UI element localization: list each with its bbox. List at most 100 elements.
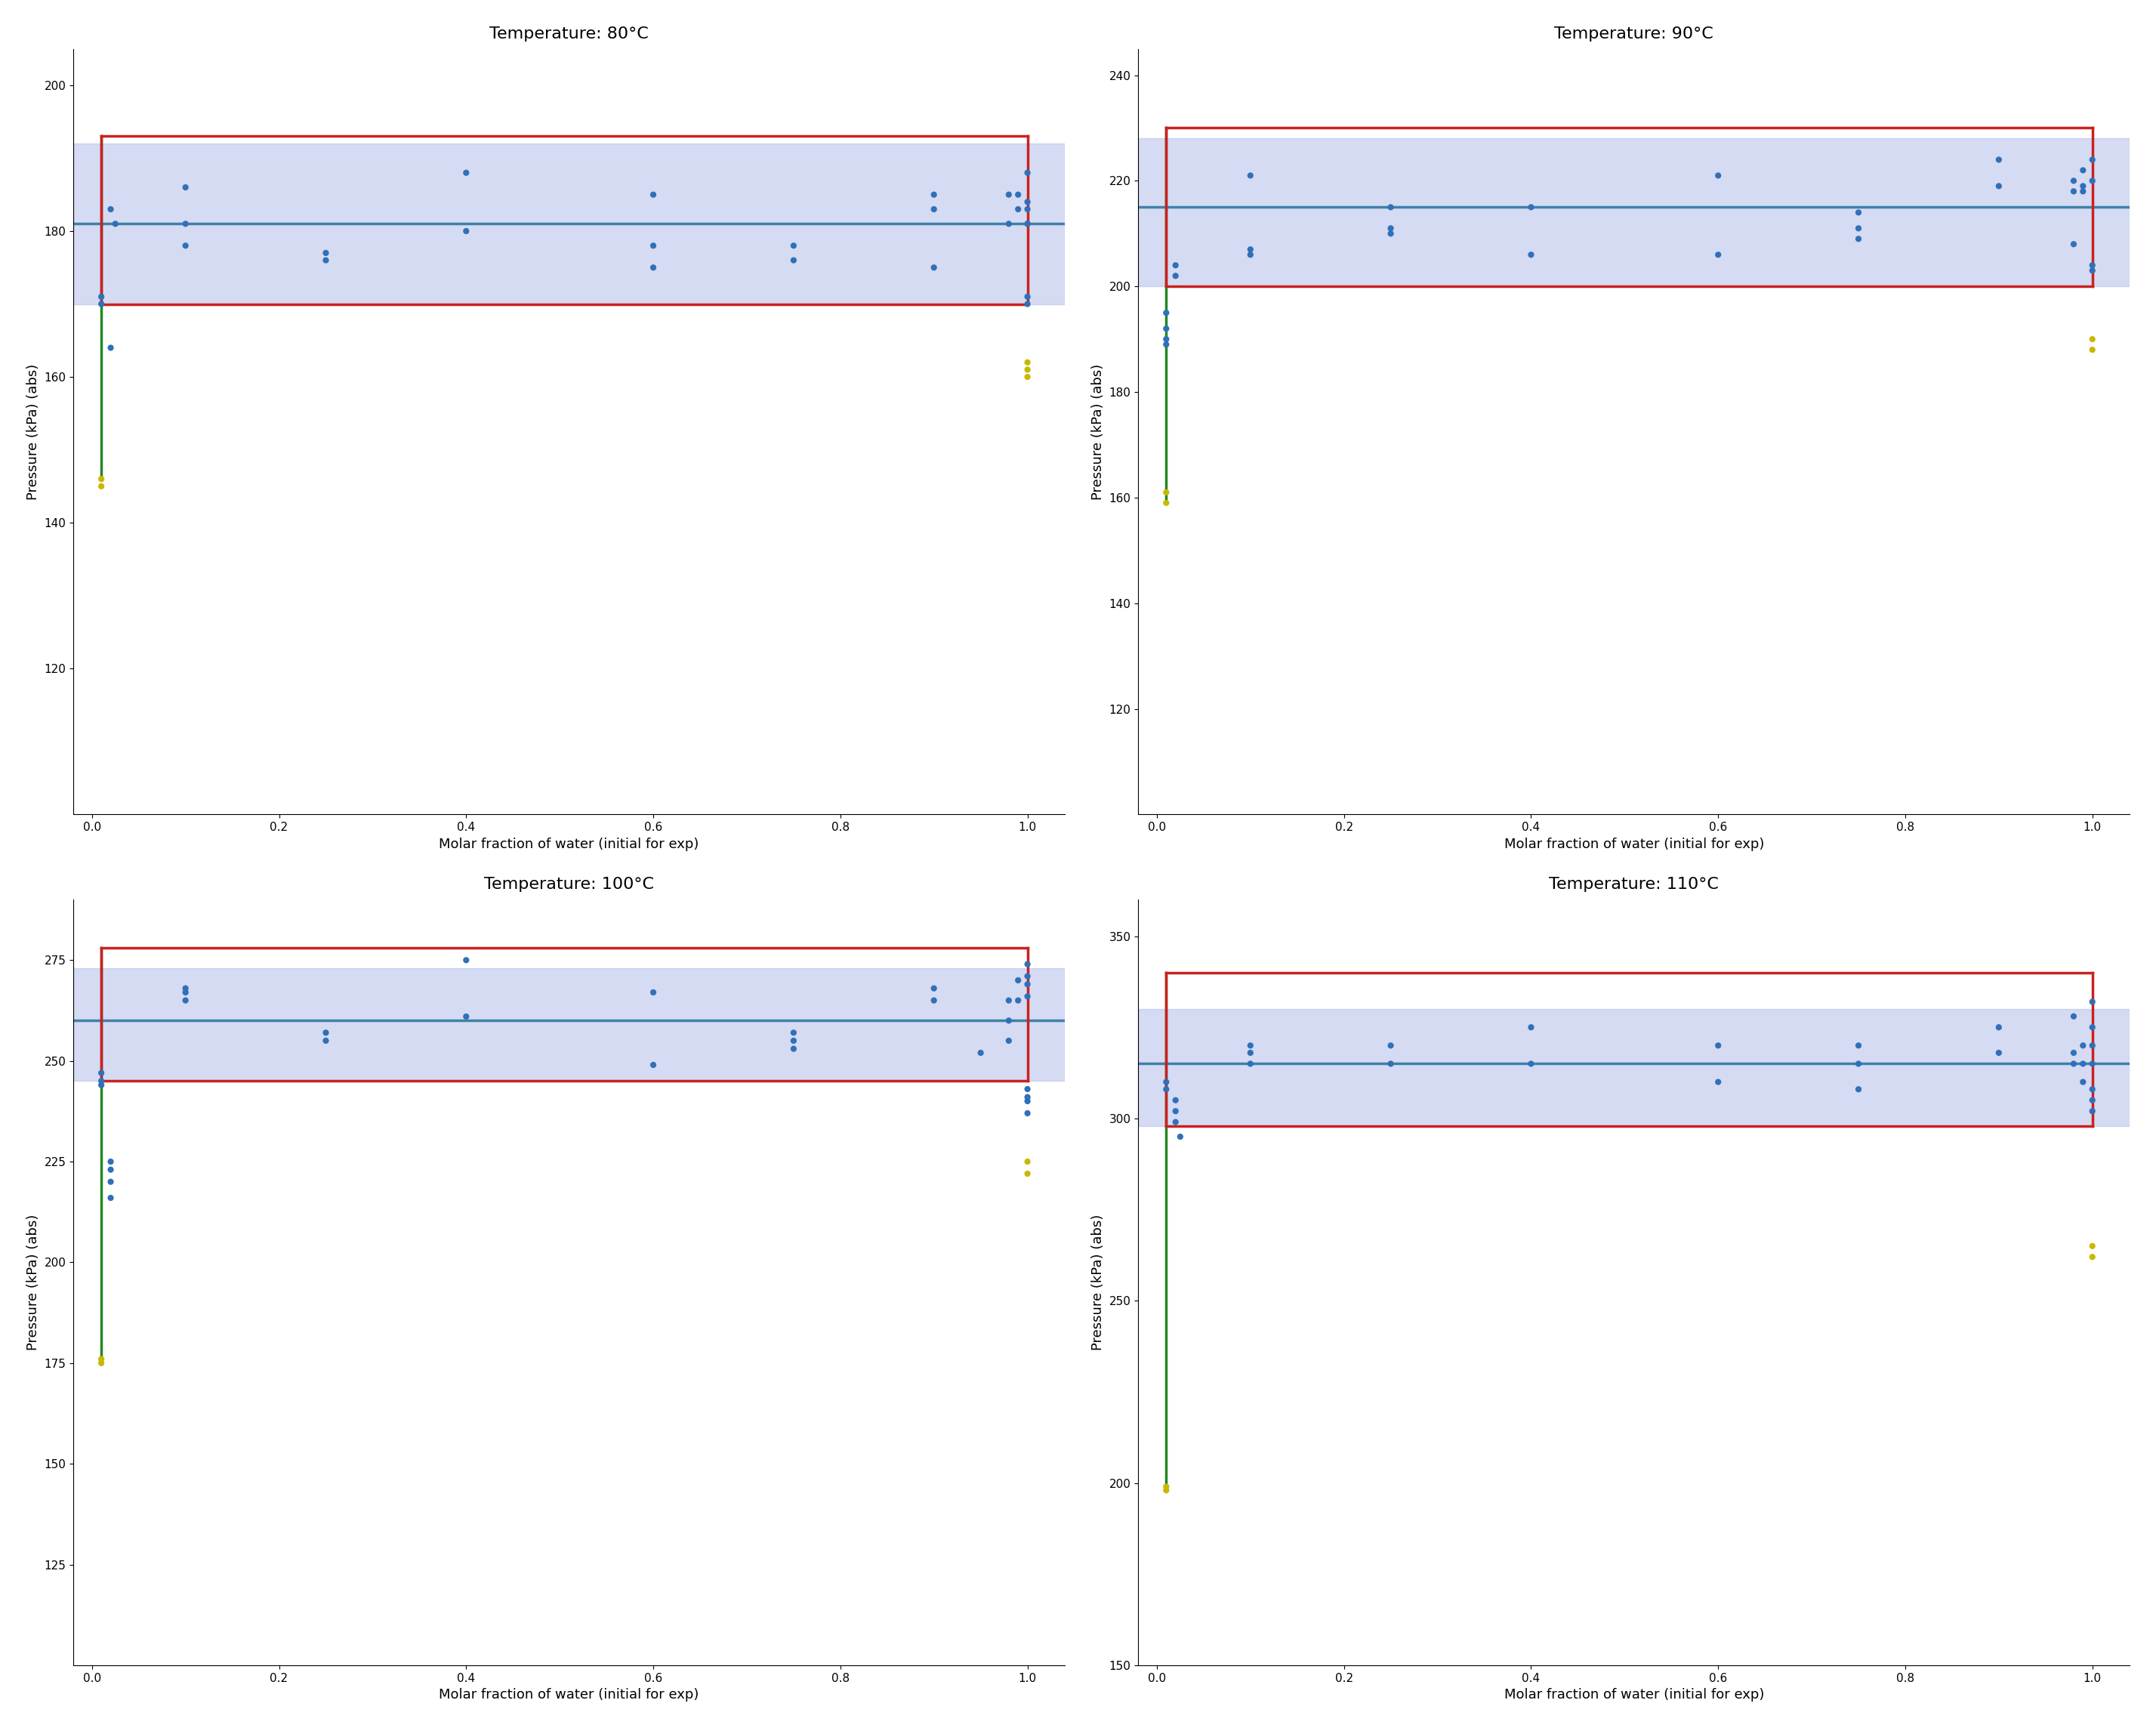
Point (1373, 194, 1408, 221)
Point (1981, 1013, 2016, 1040)
Y-axis label: Pressure (kPa) (abs): Pressure (kPa) (abs) (1091, 1215, 1104, 1351)
Point (1841, 199, 1876, 226)
Point (2074, 1013, 2109, 1040)
Point (1158, 263, 1192, 290)
Point (1514, 1051, 1548, 1078)
Point (1373, 1051, 1408, 1078)
Title: Temperature: 80°C: Temperature: 80°C (489, 26, 649, 41)
Point (1514, 240, 1548, 268)
Point (1011, 971, 1046, 999)
X-axis label: Molar fraction of water (initial for exp): Molar fraction of water (initial for exp… (440, 838, 699, 850)
Point (2065, 1051, 2100, 1078)
Point (2065, 173, 2100, 200)
Point (992, 211, 1026, 238)
Point (2074, 325, 2109, 353)
Point (1011, 349, 1046, 377)
Point (776, 1035, 811, 1063)
Point (1701, 1068, 1736, 1096)
Point (1149, 299, 1184, 327)
Point (168, 232, 203, 259)
Point (1011, 363, 1046, 391)
Point (1011, 188, 1046, 216)
Point (1158, 252, 1192, 280)
Point (84, 1071, 119, 1099)
Point (1011, 962, 1046, 990)
Point (2074, 1051, 2109, 1078)
Y-axis label: Pressure (kPa) (abs): Pressure (kPa) (abs) (26, 363, 39, 499)
Point (84, 1350, 119, 1377)
Point (1149, 1472, 1184, 1500)
Point (1233, 235, 1268, 263)
Point (84, 283, 119, 311)
Point (2057, 168, 2091, 195)
Point (1233, 1032, 1268, 1059)
Point (1158, 1097, 1192, 1125)
Point (308, 238, 343, 266)
Bar (1138, 1009, 2130, 1125)
Point (2074, 335, 2109, 363)
Point (2074, 145, 2109, 173)
Point (2065, 1032, 2100, 1059)
Point (1011, 983, 1046, 1011)
Point (84, 290, 119, 318)
Point (168, 211, 203, 238)
Point (1149, 325, 1184, 353)
Point (1000, 181, 1035, 209)
Point (2074, 1242, 2109, 1270)
Point (84, 472, 119, 499)
Point (1701, 1032, 1736, 1059)
X-axis label: Molar fraction of water (initial for exp): Molar fraction of water (initial for exp… (1505, 1688, 1764, 1702)
Point (1841, 225, 1876, 252)
Point (1149, 314, 1184, 342)
Title: Temperature: 110°C: Temperature: 110°C (1548, 878, 1718, 892)
Point (2074, 1032, 2109, 1059)
Point (636, 181, 671, 209)
Point (2074, 1097, 2109, 1125)
Point (1011, 1083, 1046, 1111)
Point (1000, 195, 1035, 223)
Point (636, 254, 671, 282)
Point (2074, 1232, 2109, 1260)
Point (1011, 950, 1046, 978)
Point (84, 1344, 119, 1372)
Bar (73, 143, 1065, 304)
Point (1011, 211, 1046, 238)
Point (776, 1026, 811, 1054)
Point (1011, 159, 1046, 187)
Point (1841, 1032, 1876, 1059)
Point (168, 987, 203, 1014)
Point (448, 218, 483, 245)
Point (168, 978, 203, 1006)
Point (2057, 1051, 2091, 1078)
Point (1701, 162, 1736, 190)
Point (168, 975, 203, 1002)
Point (964, 1039, 998, 1066)
Point (448, 1002, 483, 1030)
Point (1149, 1075, 1184, 1102)
Title: Temperature: 90°C: Temperature: 90°C (1554, 26, 1714, 41)
Point (84, 1068, 119, 1096)
Point (636, 978, 671, 1006)
Point (1233, 240, 1268, 268)
Point (1149, 1068, 1184, 1096)
Y-axis label: Pressure (kPa) (abs): Pressure (kPa) (abs) (26, 1215, 41, 1351)
Bar (1138, 138, 2130, 287)
Point (308, 1026, 343, 1054)
Point (2065, 157, 2100, 185)
Point (84, 465, 119, 492)
Point (916, 254, 951, 282)
X-axis label: Molar fraction of water (initial for exp): Molar fraction of water (initial for exp… (1505, 838, 1764, 850)
Point (308, 247, 343, 275)
Point (1011, 1087, 1046, 1115)
Point (916, 975, 951, 1002)
Point (636, 1051, 671, 1078)
Point (776, 232, 811, 259)
Point (1149, 1476, 1184, 1503)
Point (992, 987, 1026, 1014)
Point (776, 1020, 811, 1047)
Point (99, 211, 134, 238)
Point (992, 1007, 1026, 1035)
Point (916, 987, 951, 1014)
Point (1149, 330, 1184, 358)
Point (93, 1168, 127, 1196)
